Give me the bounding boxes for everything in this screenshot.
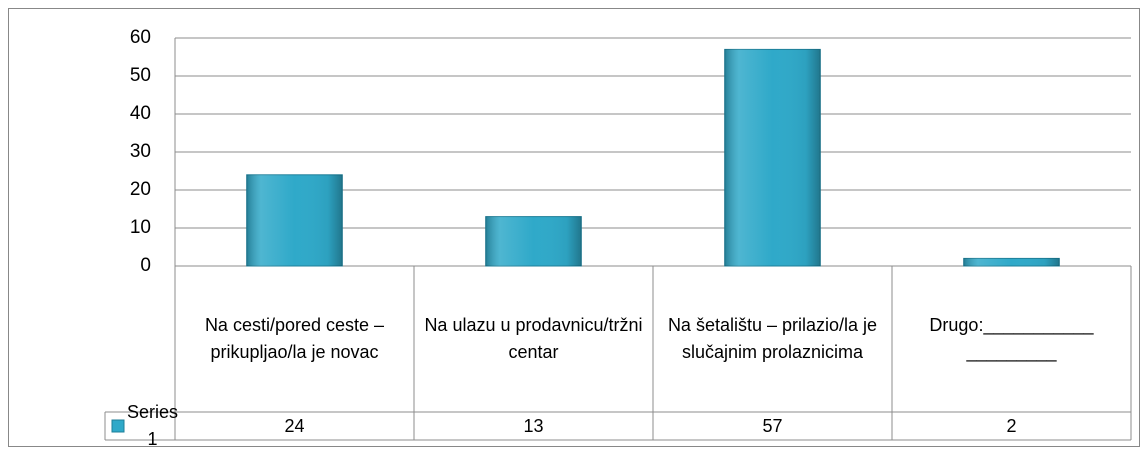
y-tick-label: 0 xyxy=(140,255,151,276)
y-tick-label: 60 xyxy=(130,27,151,48)
legend-label: Series 1 xyxy=(127,402,179,449)
y-tick-label: 50 xyxy=(130,65,151,86)
bar-shade xyxy=(246,174,343,266)
bar-shade xyxy=(485,216,582,266)
y-tick-label: 40 xyxy=(130,103,151,124)
y-tick-label: 10 xyxy=(130,217,151,238)
y-tick-label: 30 xyxy=(130,141,151,162)
bar-shade xyxy=(724,49,821,267)
table-value: 24 xyxy=(284,415,305,436)
x-tick-label: Na cesti/pored ceste – prikupljao/la je … xyxy=(204,315,385,362)
bar-shade xyxy=(963,258,1060,266)
x-tick-label: Na ulazu u prodavnicu/tržni centar xyxy=(424,315,643,362)
x-tick-label: Drugo:___________ _________ xyxy=(929,315,1094,362)
table-value: 13 xyxy=(523,415,544,436)
table-value: 57 xyxy=(762,415,783,436)
y-tick-label: 20 xyxy=(130,179,151,200)
chart-border xyxy=(8,8,1140,447)
legend-key xyxy=(111,419,125,433)
table-value: 2 xyxy=(1006,415,1017,436)
x-tick-label: Na šetalištu – prilazio/la je slučajnim … xyxy=(667,315,878,362)
